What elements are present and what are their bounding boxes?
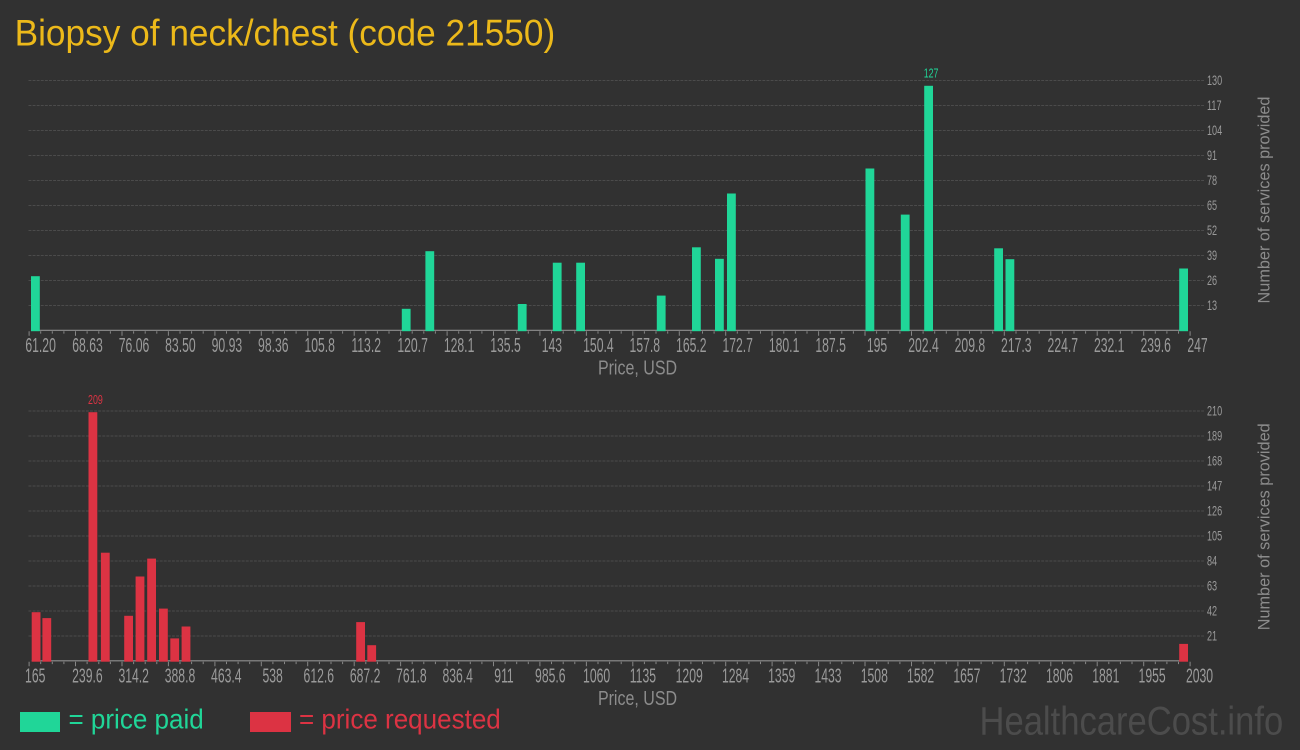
- svg-text:172.7: 172.7: [722, 334, 753, 357]
- svg-text:52: 52: [1207, 222, 1217, 239]
- svg-text:209: 209: [88, 393, 103, 407]
- svg-text:1135: 1135: [630, 664, 656, 687]
- svg-text:612.6: 612.6: [304, 664, 335, 687]
- svg-text:= price paid: = price paid: [69, 704, 204, 735]
- svg-text:187.5: 187.5: [815, 334, 846, 357]
- svg-text:150.4: 150.4: [583, 334, 614, 357]
- svg-text:Number of services provided: Number of services provided: [1255, 97, 1273, 304]
- svg-text:1955: 1955: [1139, 664, 1166, 687]
- svg-text:130: 130: [1207, 72, 1223, 89]
- svg-text:135.5: 135.5: [490, 334, 521, 357]
- svg-text:1433: 1433: [814, 664, 841, 687]
- svg-text:1582: 1582: [907, 664, 934, 687]
- svg-text:761.8: 761.8: [396, 664, 427, 687]
- svg-text:84: 84: [1207, 552, 1217, 569]
- svg-text:104: 104: [1207, 122, 1223, 139]
- svg-text:126: 126: [1207, 502, 1223, 519]
- svg-text:232.1: 232.1: [1094, 334, 1125, 357]
- svg-text:68.63: 68.63: [72, 334, 103, 357]
- svg-text:1657: 1657: [953, 664, 980, 687]
- svg-text:1284: 1284: [722, 664, 749, 687]
- svg-text:165: 165: [25, 664, 45, 687]
- svg-text:157.8: 157.8: [630, 334, 661, 357]
- svg-text:189: 189: [1207, 427, 1222, 444]
- svg-text:Price, USD: Price, USD: [598, 687, 677, 709]
- svg-text:26: 26: [1207, 272, 1217, 289]
- svg-text:63: 63: [1207, 577, 1217, 594]
- svg-text:180.1: 180.1: [769, 334, 800, 357]
- svg-text:210: 210: [1207, 402, 1223, 419]
- svg-text:120.7: 120.7: [397, 334, 428, 357]
- svg-text:65: 65: [1207, 197, 1217, 214]
- svg-text:463.4: 463.4: [211, 664, 242, 687]
- svg-text:21: 21: [1207, 627, 1217, 644]
- svg-text:217.3: 217.3: [1001, 334, 1032, 357]
- svg-text:911: 911: [494, 664, 513, 687]
- svg-text:1508: 1508: [861, 664, 888, 687]
- svg-text:Number of services provided: Number of services provided: [1255, 423, 1273, 630]
- svg-text:1732: 1732: [1000, 664, 1027, 687]
- svg-text:1209: 1209: [676, 664, 703, 687]
- svg-text:202.4: 202.4: [908, 334, 939, 357]
- svg-text:= price requested: = price requested: [299, 704, 501, 735]
- svg-text:HealthcareCost.info: HealthcareCost.info: [980, 698, 1284, 743]
- svg-text:117: 117: [1207, 97, 1221, 114]
- svg-text:836.4: 836.4: [442, 664, 473, 687]
- svg-text:42: 42: [1207, 602, 1217, 619]
- svg-text:2030: 2030: [1186, 664, 1213, 687]
- svg-text:113.2: 113.2: [351, 334, 381, 357]
- svg-text:127: 127: [924, 67, 939, 81]
- svg-text:165.2: 165.2: [676, 334, 707, 357]
- svg-text:247: 247: [1187, 334, 1207, 357]
- svg-text:314.2: 314.2: [118, 664, 149, 687]
- svg-text:147: 147: [1207, 477, 1222, 494]
- svg-text:Biopsy of neck/chest (code 215: Biopsy of neck/chest (code 21550): [15, 12, 556, 54]
- svg-text:209.8: 209.8: [955, 334, 986, 357]
- svg-text:105.8: 105.8: [304, 334, 335, 357]
- svg-text:105: 105: [1207, 527, 1223, 544]
- svg-text:687.2: 687.2: [350, 664, 381, 687]
- svg-text:91: 91: [1207, 147, 1217, 164]
- svg-text:1359: 1359: [768, 664, 795, 687]
- svg-text:388.8: 388.8: [165, 664, 196, 687]
- svg-text:90.93: 90.93: [212, 334, 243, 357]
- svg-text:1881: 1881: [1092, 664, 1119, 687]
- svg-text:128.1: 128.1: [444, 334, 475, 357]
- svg-text:98.36: 98.36: [258, 334, 289, 357]
- svg-text:239.6: 239.6: [1140, 334, 1171, 357]
- svg-text:39: 39: [1207, 247, 1217, 264]
- svg-text:78: 78: [1207, 172, 1217, 189]
- svg-text:13: 13: [1207, 297, 1217, 314]
- svg-text:168: 168: [1207, 452, 1223, 469]
- svg-text:1060: 1060: [583, 664, 610, 687]
- svg-text:1806: 1806: [1046, 664, 1073, 687]
- svg-text:61.20: 61.20: [25, 334, 56, 357]
- svg-text:224.7: 224.7: [1048, 334, 1079, 357]
- svg-text:538: 538: [262, 664, 282, 687]
- svg-text:985.6: 985.6: [535, 664, 566, 687]
- svg-text:Price, USD: Price, USD: [598, 357, 677, 379]
- svg-text:195: 195: [867, 334, 887, 357]
- svg-text:239.6: 239.6: [72, 664, 103, 687]
- svg-text:76.06: 76.06: [119, 334, 150, 357]
- svg-text:83.50: 83.50: [165, 334, 196, 357]
- svg-text:143: 143: [542, 334, 562, 357]
